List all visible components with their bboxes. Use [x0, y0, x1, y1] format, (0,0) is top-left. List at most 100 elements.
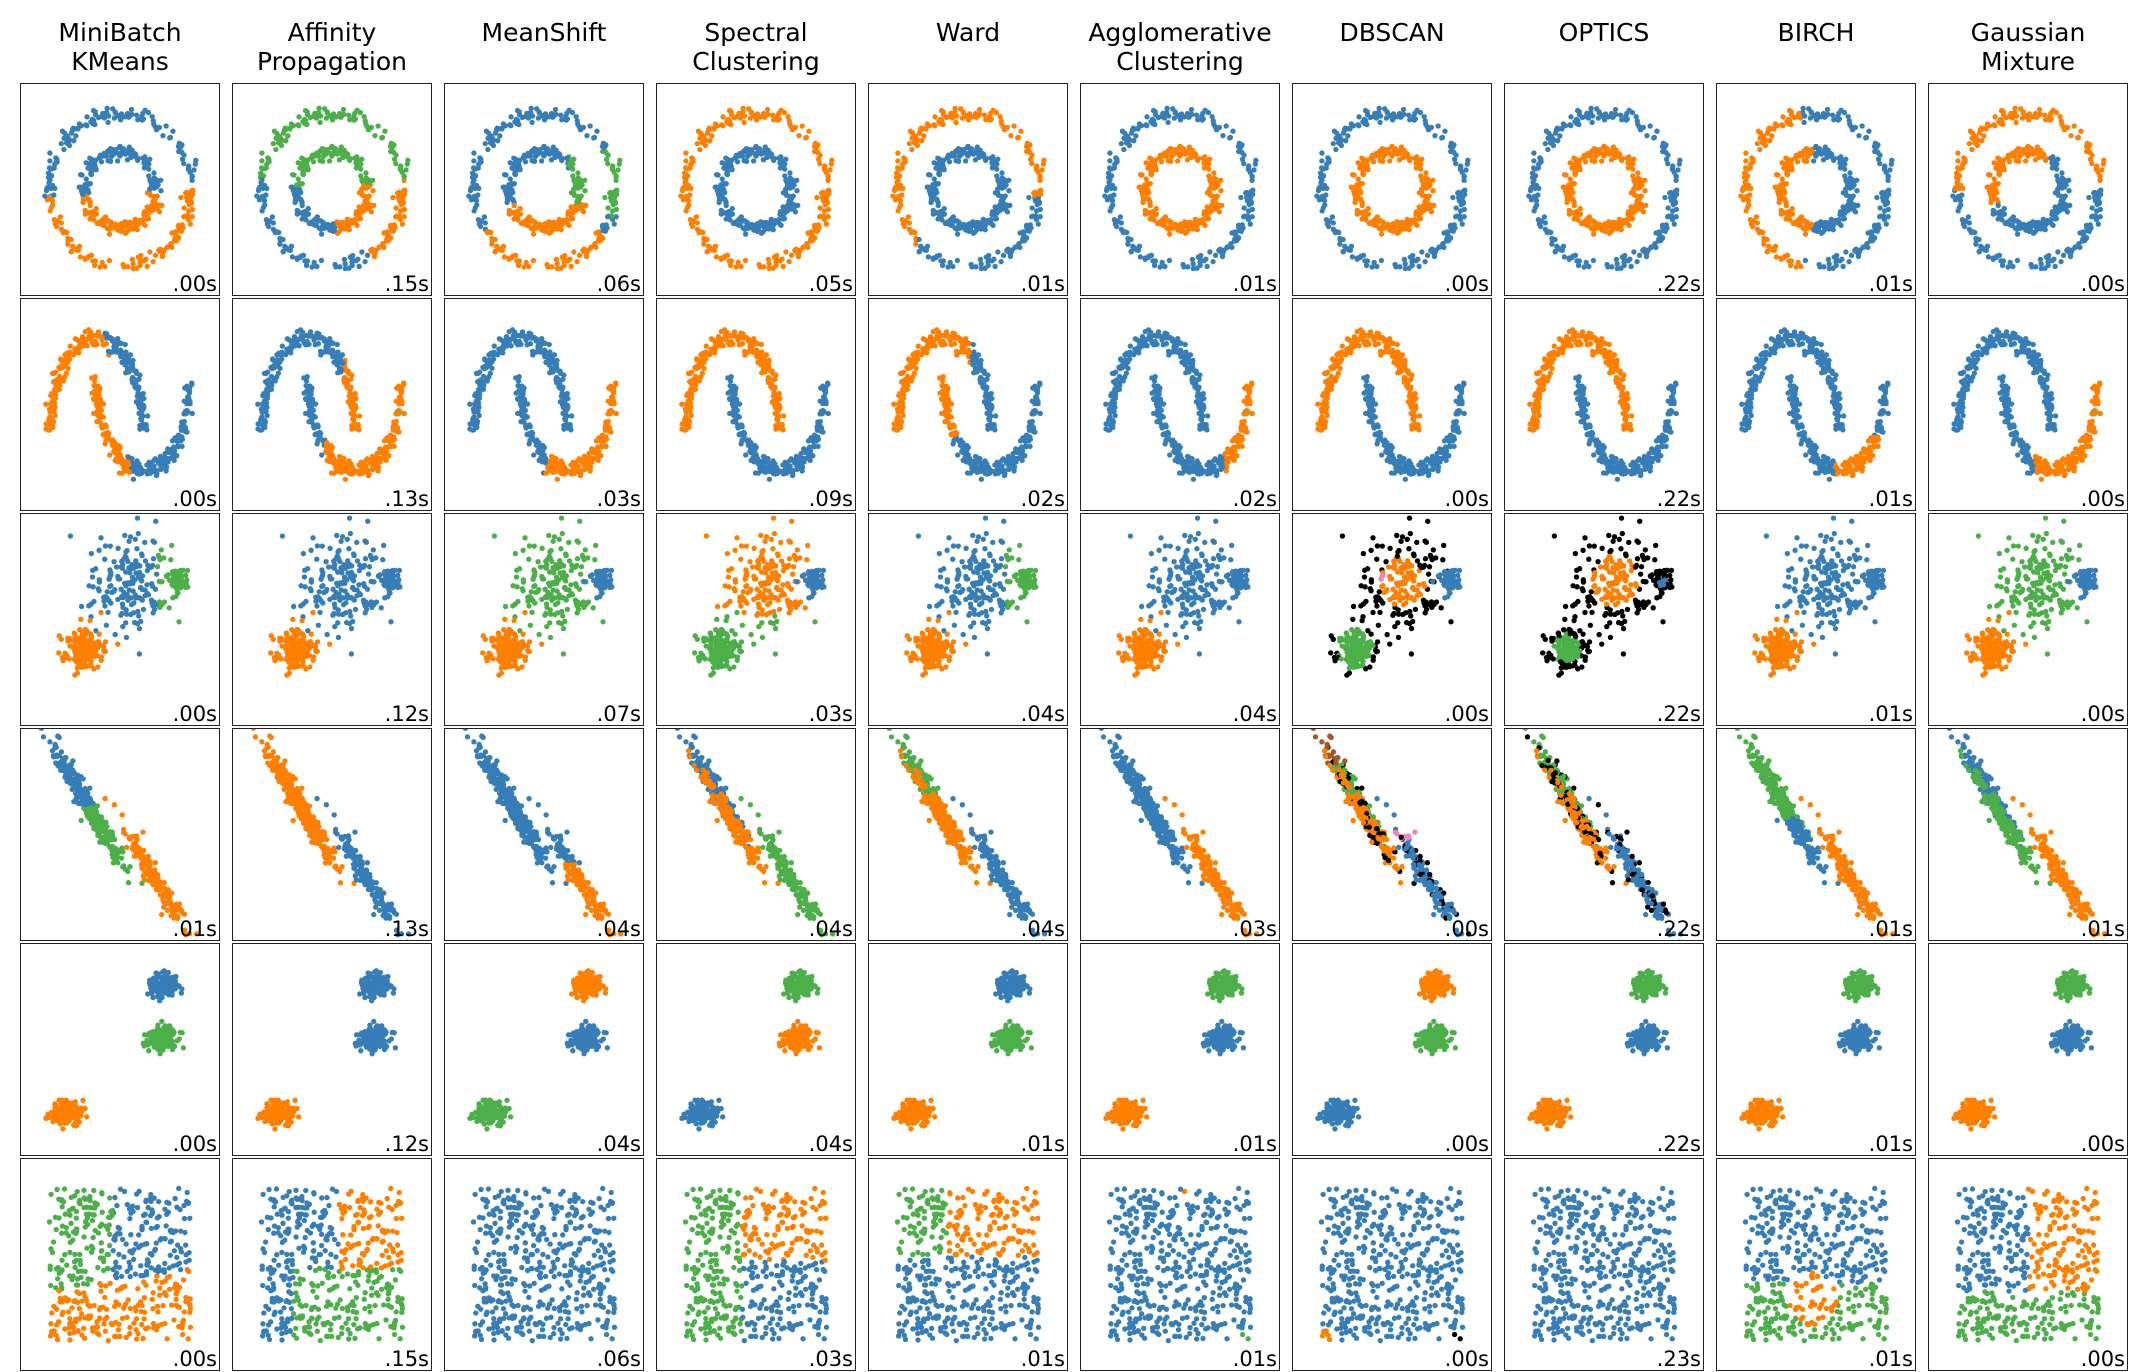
data-point	[1812, 144, 1819, 151]
data-point	[978, 261, 984, 267]
data-point	[683, 177, 689, 183]
data-point	[1613, 256, 1620, 263]
data-point	[1564, 195, 1571, 201]
data-point	[608, 198, 615, 204]
data-point	[1671, 169, 1677, 175]
scatter-plot	[42, 105, 199, 272]
scatter-panel: .05s	[656, 83, 856, 296]
data-point	[536, 221, 543, 228]
data-point	[1629, 109, 1636, 116]
data-point	[528, 105, 534, 111]
data-point	[823, 169, 829, 175]
data-point	[762, 113, 768, 119]
data-point	[584, 132, 590, 139]
data-point	[1811, 227, 1817, 233]
data-point	[1118, 140, 1124, 147]
data-point	[780, 263, 786, 270]
data-point	[297, 165, 303, 171]
scatter-plot	[678, 105, 835, 272]
data-point	[102, 214, 108, 221]
data-point	[494, 125, 500, 131]
data-point	[1448, 140, 1454, 146]
data-point	[317, 113, 324, 119]
data-point	[552, 106, 559, 113]
data-point	[1314, 193, 1320, 199]
data-point	[823, 221, 829, 227]
data-point	[1586, 152, 1592, 158]
data-point	[825, 214, 831, 220]
data-point	[1531, 177, 1537, 183]
data-point	[2028, 261, 2034, 268]
data-point	[1745, 184, 1751, 191]
data-point	[2087, 156, 2094, 162]
data-point	[1802, 257, 1809, 264]
data-point	[78, 123, 85, 129]
data-point	[1387, 227, 1393, 233]
data-point	[184, 189, 190, 196]
data-point	[788, 123, 794, 130]
data-point	[1461, 174, 1467, 180]
data-point	[794, 177, 800, 183]
data-point	[580, 209, 587, 215]
data-point	[610, 163, 616, 169]
data-point	[1652, 240, 1658, 247]
data-point	[550, 113, 556, 119]
data-point	[288, 184, 294, 190]
data-point	[1798, 152, 1804, 158]
data-point	[1615, 224, 1621, 231]
data-point	[1654, 128, 1660, 134]
data-point	[1204, 158, 1210, 164]
data-point	[1342, 125, 1348, 131]
data-point	[296, 114, 302, 120]
data-point	[1354, 255, 1360, 261]
data-point	[571, 177, 577, 183]
data-point	[273, 146, 279, 153]
data-point	[2006, 159, 2013, 165]
data-point	[1840, 158, 1846, 164]
data-point	[681, 184, 687, 190]
data-point	[1877, 160, 1883, 167]
data-point	[1555, 138, 1561, 144]
data-point	[1973, 140, 1979, 147]
data-point	[1581, 220, 1588, 226]
data-point	[1991, 122, 1997, 128]
data-point	[93, 205, 99, 212]
data-point	[600, 140, 606, 146]
data-point	[294, 255, 300, 261]
data-point	[522, 159, 529, 165]
data-point	[901, 223, 908, 230]
data-point	[1190, 261, 1196, 267]
data-point	[996, 183, 1003, 189]
data-point	[1374, 263, 1380, 270]
data-point	[1006, 188, 1012, 194]
data-point	[2084, 140, 2090, 146]
data-point	[733, 264, 739, 270]
data-point	[791, 202, 797, 208]
data-point	[90, 162, 96, 169]
data-point	[748, 221, 755, 228]
data-point	[91, 262, 98, 269]
data-point	[382, 128, 388, 134]
data-point	[1249, 214, 1255, 220]
data-point	[1142, 182, 1148, 188]
data-point	[106, 226, 112, 232]
data-point	[186, 163, 192, 169]
data-point	[1531, 208, 1537, 214]
data-point	[1117, 214, 1124, 220]
data-point	[774, 219, 780, 225]
data-point	[1357, 187, 1363, 193]
data-point	[1027, 149, 1033, 156]
data-point	[1577, 167, 1583, 173]
data-point	[179, 156, 186, 162]
data-point	[1648, 244, 1654, 250]
data-point	[521, 264, 527, 270]
data-point	[302, 162, 308, 169]
data-point	[932, 114, 938, 120]
data-point	[82, 255, 88, 261]
data-point	[1233, 232, 1239, 238]
data-point	[934, 196, 940, 202]
data-point	[2092, 198, 2099, 204]
data-point	[310, 159, 317, 165]
data-point	[125, 264, 131, 270]
data-point	[1848, 252, 1855, 259]
